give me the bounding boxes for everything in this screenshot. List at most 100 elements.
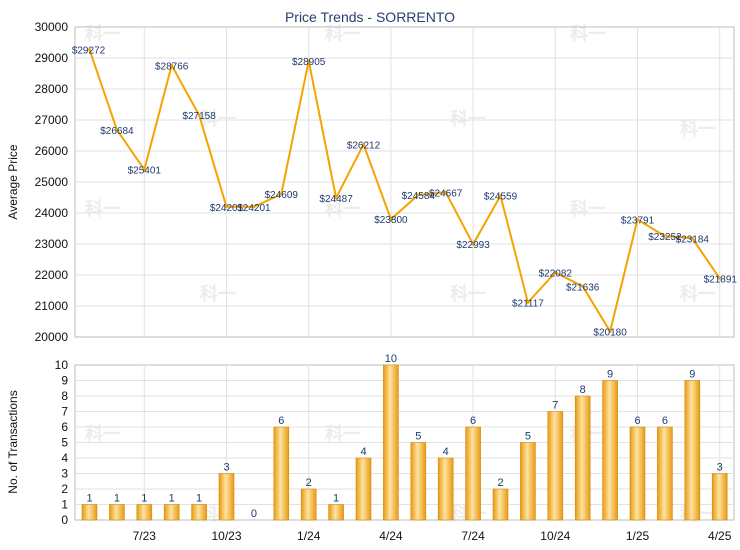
transactions-y-tick-label: 5: [61, 436, 68, 450]
price-y-tick-label: 30000: [35, 20, 69, 34]
transactions-data-labels: 1 1 1 1 1 3 0 6 2 1 4 10 5 4 6 2 5 7 8 9 6 6 9 3: [86, 353, 722, 520]
price-data-label: $26684: [100, 126, 134, 137]
price-y-ticks: 20000 21000 22000 23000 24000 25000 26000 27000…: [35, 20, 69, 344]
x-tick-label: 4/25: [708, 529, 732, 543]
transactions-y-tick-label: 7: [61, 405, 68, 419]
transaction-bar: [328, 504, 344, 521]
price-point: [499, 194, 502, 198]
transaction-count-label: 3: [717, 462, 723, 474]
transaction-bar: [492, 488, 509, 521]
price-y-tick-label: 21000: [35, 299, 69, 313]
transaction-bar: [300, 488, 317, 521]
price-data-label: $28905: [292, 57, 326, 68]
transaction-bar: [81, 504, 98, 521]
price-data-label: $29272: [72, 46, 106, 57]
transactions-y-tick-label: 4: [61, 451, 68, 465]
transactions-y-ticks: 01 23 45 67 89 10: [55, 358, 69, 527]
price-data-labels: $29272 $26684 $25401 $28766 $27158 $24201$242…: [72, 46, 738, 339]
x-tick-label: 10/24: [540, 529, 570, 543]
price-point: [362, 142, 365, 146]
x-tick-label: 1/25: [626, 529, 650, 543]
price-panel: 20000 21000 22000 23000 24000 25000 26000 27000…: [6, 20, 737, 344]
price-data-label: $27158: [182, 111, 216, 122]
transaction-bar: [383, 364, 399, 521]
price-point: [581, 284, 585, 288]
price-point: [416, 193, 420, 197]
price-point: [444, 190, 448, 194]
price-grid: [75, 27, 734, 337]
transaction-count-label: 8: [580, 384, 586, 396]
price-data-label: $23184: [676, 234, 710, 245]
transaction-count-label: 3: [223, 462, 229, 474]
transactions-y-tick-label: 8: [61, 389, 68, 403]
price-data-label: $21891: [704, 274, 738, 285]
price-point: [389, 217, 393, 221]
transactions-bars: [81, 364, 728, 521]
transaction-bar: [355, 457, 372, 521]
transaction-bar: [410, 442, 427, 521]
watermark-logo: 科一: [85, 423, 121, 445]
price-point: [526, 300, 530, 304]
transaction-count-label: 1: [333, 493, 339, 505]
transaction-count-label: 1: [169, 493, 175, 505]
price-data-label: $23791: [621, 215, 655, 226]
transaction-bar: [547, 411, 564, 521]
transaction-count-label: 1: [196, 493, 202, 505]
transactions-y-tick-label: 6: [61, 420, 68, 434]
price-point: [718, 276, 722, 280]
watermark-logo: 科一: [200, 283, 236, 305]
price-point: [471, 242, 475, 246]
price-data-label: $22082: [539, 268, 573, 279]
transaction-count-label: 1: [86, 493, 92, 505]
price-point: [636, 217, 639, 221]
price-point: [197, 113, 201, 117]
transaction-bar: [273, 426, 290, 521]
transaction-count-label: 7: [552, 400, 558, 412]
watermark-logo: 科一: [450, 283, 486, 305]
price-data-label: $21117: [512, 298, 544, 309]
transaction-bar: [657, 426, 673, 521]
price-point: [334, 196, 338, 200]
transaction-count-label: 9: [689, 369, 695, 381]
transaction-count-label: 6: [662, 415, 668, 427]
price-y-tick-label: 26000: [35, 144, 69, 158]
transaction-bar: [191, 504, 207, 521]
price-point: [279, 192, 283, 196]
watermark-logo: 科一: [85, 198, 121, 220]
price-data-label: $25401: [128, 166, 162, 177]
transaction-bar: [520, 442, 536, 521]
transaction-count-label: 9: [607, 369, 613, 381]
price-data-label: $24201: [237, 203, 271, 214]
transaction-count-label: 2: [497, 477, 503, 489]
price-data-label: $22993: [456, 240, 490, 251]
transaction-bar: [465, 426, 481, 521]
transaction-bar: [574, 395, 591, 521]
price-point: [252, 205, 256, 209]
watermark-logo: 科一: [450, 108, 486, 130]
transactions-y-tick-label: 2: [61, 482, 68, 496]
transaction-bar: [218, 473, 235, 521]
transaction-count-label: 6: [634, 415, 640, 427]
price-point: [115, 128, 119, 132]
price-data-label: $26212: [347, 140, 381, 151]
chart-title: Price Trends - SORRENTO: [285, 9, 455, 25]
price-point: [663, 234, 667, 238]
price-point: [142, 168, 146, 172]
price-data-label: $21636: [566, 282, 600, 293]
transaction-count-label: 5: [415, 431, 421, 443]
watermark-logo: 科一: [570, 23, 606, 45]
transactions-x-ticks: 7/23 10/23 1/24 4/24 7/24 10/24 1/25 4/25: [133, 529, 732, 543]
price-point: [608, 329, 612, 333]
watermark-logo: 科一: [85, 23, 121, 45]
transaction-bar: [109, 504, 125, 521]
price-point: [690, 236, 694, 240]
transactions-y-tick-label: 10: [55, 358, 69, 372]
transaction-bar: [602, 380, 618, 521]
watermark-logo: 科一: [680, 118, 716, 140]
price-y-tick-label: 29000: [35, 51, 69, 65]
price-y-tick-label: 20000: [35, 330, 69, 344]
x-tick-label: 1/24: [297, 529, 321, 543]
transactions-grid: [75, 365, 734, 520]
